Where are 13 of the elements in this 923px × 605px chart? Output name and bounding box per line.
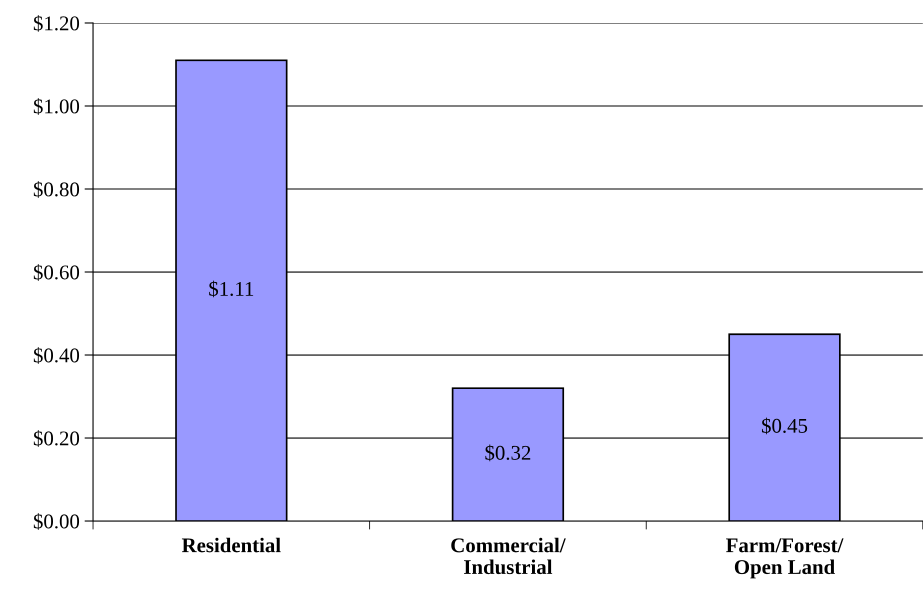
y-tick-label: $0.80: [34, 181, 80, 198]
y-tick-label: $0.00: [34, 513, 80, 530]
y-tick-label: $0.20: [34, 430, 80, 447]
x-tick-label: Commercial/ Industrial: [451, 538, 566, 574]
x-tick-label: Farm/Forest/ Open Land: [726, 538, 844, 578]
y-tick-label: $1.20: [34, 15, 80, 32]
y-tick-label: $1.00: [34, 98, 80, 115]
data-label: $0.32: [485, 444, 530, 462]
y-tick-label: $0.60: [34, 264, 80, 281]
y-tick-label: $0.40: [34, 347, 80, 364]
data-label: $1.11: [209, 280, 254, 298]
data-label: $0.45: [762, 418, 808, 434]
x-tick-label: Residential: [182, 538, 281, 552]
